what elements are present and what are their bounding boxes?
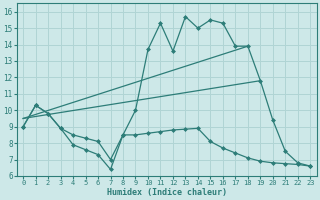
X-axis label: Humidex (Indice chaleur): Humidex (Indice chaleur): [107, 188, 227, 197]
